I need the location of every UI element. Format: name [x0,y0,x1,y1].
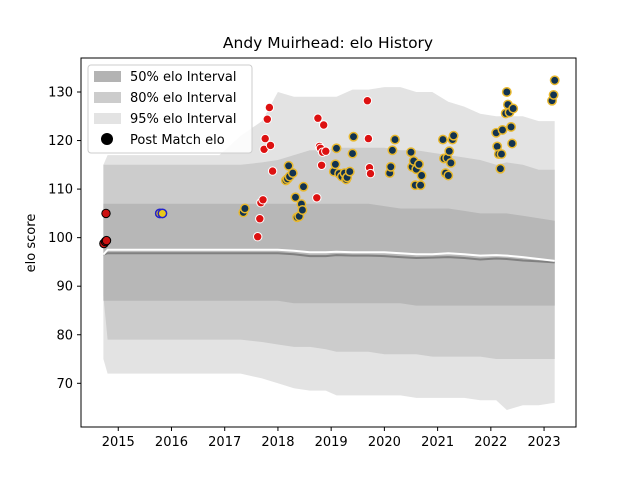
mean-line [102,248,555,262]
data-point-win-21 [365,168,376,179]
x-axis-ticks: 2015 2016 2017 2018 2019 2020 2021 2022 2023 [102,427,561,450]
interval-bands [103,87,555,410]
data-point-other-57 [508,103,519,114]
y-tick-label-80: 80 [56,328,73,343]
data-point-win-18 [362,96,373,106]
data-point-other-52 [501,87,512,97]
data-point-other-49 [496,149,507,160]
legend-label-post-match: Post Match elo [130,133,225,148]
x-tick-label-2020: 2020 [368,435,401,450]
y-tick-label-70: 70 [56,377,73,392]
data-point-win-7 [264,102,275,113]
data-point-win-6 [262,114,272,124]
legend-box [87,64,253,154]
data-point-win-1 [255,214,265,224]
data-point-win-8 [265,140,276,151]
x-tick-label-2021: 2021 [421,435,454,450]
data-point-other-14 [330,159,341,170]
x-tick-label-2017: 2017 [208,435,241,450]
data-point-other-48 [495,163,506,174]
y-axis-label: elo score [24,214,39,273]
data-point-other-56 [507,138,518,149]
data-point-other-60 [549,75,560,86]
post-match-points [99,75,560,249]
y-tick-label-130: 130 [48,85,73,100]
data-point-other-42 [445,157,456,168]
data-point-other-21 [344,166,355,177]
legend: 50% elo Interval 80% elo Interval 95% el… [87,64,253,154]
legend-label-95: 95% elo Interval [130,112,237,127]
data-point-other-40 [443,170,454,181]
data-point-other-15 [331,143,342,154]
data-point-win-0 [253,232,263,242]
x-tick-label-2023: 2023 [528,435,561,450]
legend-swatch-95 [94,113,121,124]
data-point-win-19 [363,133,374,144]
y-tick-label-110: 110 [48,183,73,198]
legend-marker-post-match [101,133,113,145]
legend-label-50: 50% elo Interval [130,70,237,85]
data-point-win-3 [258,195,268,205]
plot-frame [80,57,577,428]
x-tick-label-2016: 2016 [155,435,188,450]
data-point-other-33 [414,159,424,170]
data-point-other-26 [387,145,398,156]
data-point-other-41 [444,146,455,157]
data-point-other-4 [283,160,294,171]
data-point-win-17 [321,146,331,156]
data-point-other-50 [497,124,508,135]
data-point-other-25 [385,161,396,172]
band-50 [103,203,555,306]
data-point-other-11 [297,205,308,215]
data-point-win-10 [312,193,322,203]
data-point-other-55 [506,121,517,132]
data-point-highlight-1 [157,208,168,219]
data-point-start-3 [101,208,111,219]
legend-swatch-50 [94,71,121,82]
y-tick-label-90: 90 [56,280,73,295]
data-point-other-23 [348,131,359,142]
legend-label-80: 80% elo Interval [130,91,237,106]
data-point-win-9 [267,166,278,176]
data-point-other-44 [448,130,459,141]
data-point-other-28 [406,147,416,158]
data-point-other-59 [548,89,559,100]
data-point-other-22 [347,148,358,159]
y-tick-label-100: 100 [48,231,73,246]
data-point-other-1 [239,203,250,214]
data-point-win-5 [260,133,270,144]
data-point-other-34 [415,180,426,191]
chart-title: Andy Muirhead: elo History [223,34,433,52]
data-point-win-16 [319,120,329,130]
data-point-other-12 [298,181,309,192]
data-point-start-2 [101,235,112,246]
data-point-win-14 [316,160,327,171]
data-point-other-36 [437,134,448,145]
legend-swatch-80 [94,92,121,103]
x-tick-label-2022: 2022 [474,435,507,450]
data-point-other-7 [290,192,301,203]
median-line [103,252,555,264]
y-axis-ticks: 70 80 90 100 110 120 130 [48,85,81,392]
data-point-win-11 [313,113,323,123]
x-tick-label-2019: 2019 [315,435,348,450]
y-tick-label-120: 120 [48,134,73,149]
data-point-other-6 [287,168,298,179]
x-tick-label-2015: 2015 [102,435,135,450]
data-point-other-35 [416,170,427,181]
elo-lines [102,248,555,264]
data-point-other-27 [390,134,400,145]
x-tick-label-2018: 2018 [261,435,294,450]
